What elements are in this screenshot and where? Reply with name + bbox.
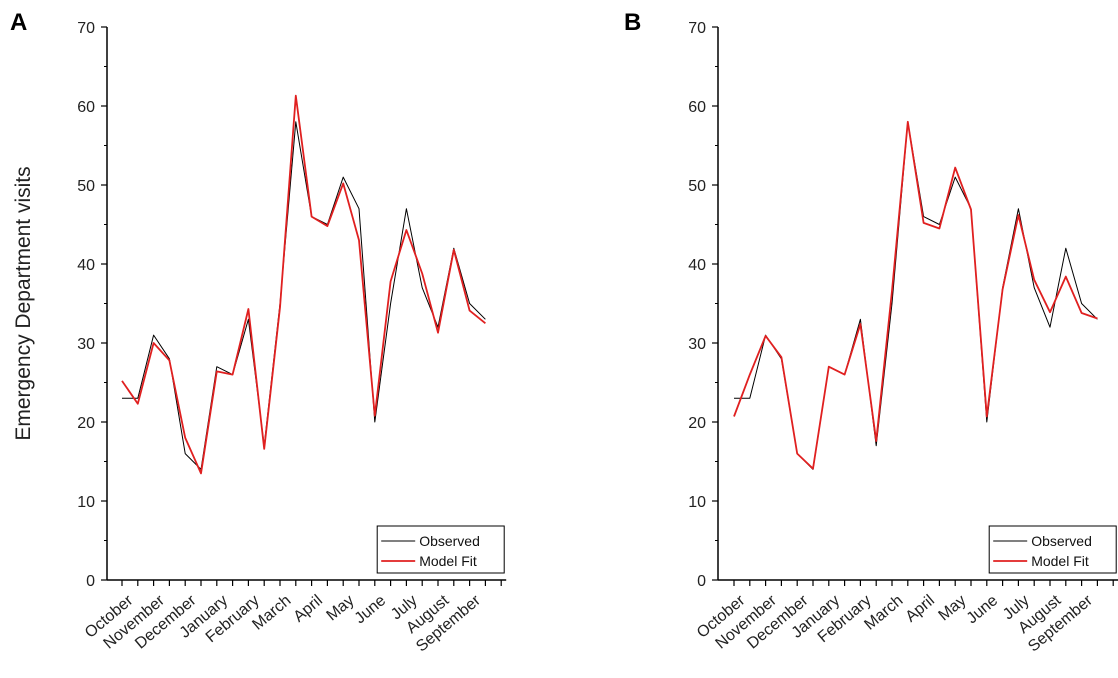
panel-b-legend: Observed Model Fit	[988, 525, 1117, 574]
panel-a-y-tick-label: 60	[77, 99, 95, 116]
panel-b-letter: B	[624, 9, 641, 36]
panel-b-y-tick-label: 10	[688, 494, 706, 511]
panel-a-y-tick-label: 70	[77, 20, 95, 37]
panel-a-x-tick-label: April	[291, 592, 326, 626]
panel-a-legend-label: Observed	[419, 533, 480, 549]
panel-a-series-line-observed	[122, 121, 486, 470]
panel-a-y-tick-label: 0	[86, 573, 95, 590]
panel-b-series-line-model-fit	[733, 120, 1098, 470]
panel-a-legend: Observed Model Fit	[376, 525, 505, 574]
panel-b-legend-label: Observed	[1031, 533, 1092, 549]
panel-a-y-tick-label: 20	[77, 415, 95, 432]
panel-b-legend-label: Model Fit	[1031, 553, 1089, 569]
panel-a-legend-box	[376, 525, 505, 574]
panel-a-y-tick-label: 30	[77, 336, 95, 353]
panel-a-x-tick-label: June	[352, 592, 390, 627]
panel-a-y-tick-label: 40	[77, 257, 95, 274]
panel-b-y-tick-label: 0	[697, 573, 706, 590]
panel-b-y-tick-label: 30	[688, 336, 706, 353]
panel-a-letter: A	[10, 9, 27, 36]
panel-b-x-tick-label: June	[964, 592, 1002, 627]
panel-b-y-tick-label: 70	[688, 20, 706, 37]
panel-a-y-tick-label: 10	[77, 494, 95, 511]
panel-a-chart: A010203040506070OctoberNovemberDecemberJ…	[10, 9, 507, 655]
panel-b-y-tick-label: 60	[688, 99, 706, 116]
panel-a-y-tick-label: 50	[77, 178, 95, 195]
panel-b-y-tick-label: 40	[688, 257, 706, 274]
panel-a-x-tick-label: May	[323, 592, 357, 624]
panel-a-series-line-model-fit	[121, 94, 486, 475]
panel-b-chart: B010203040506070OctoberNovemberDecemberJ…	[624, 9, 1118, 655]
panel-b-legend-box	[988, 525, 1117, 574]
panel-a-y-axis-title: Emergency Department visits	[12, 166, 35, 440]
panel-b-y-tick-label: 50	[688, 178, 706, 195]
panel-b-y-tick-label: 20	[688, 415, 706, 432]
panel-b-x-tick-label: April	[903, 592, 938, 626]
panel-a-legend-label: Model Fit	[419, 553, 477, 569]
panel-b-x-tick-label: May	[935, 592, 969, 624]
